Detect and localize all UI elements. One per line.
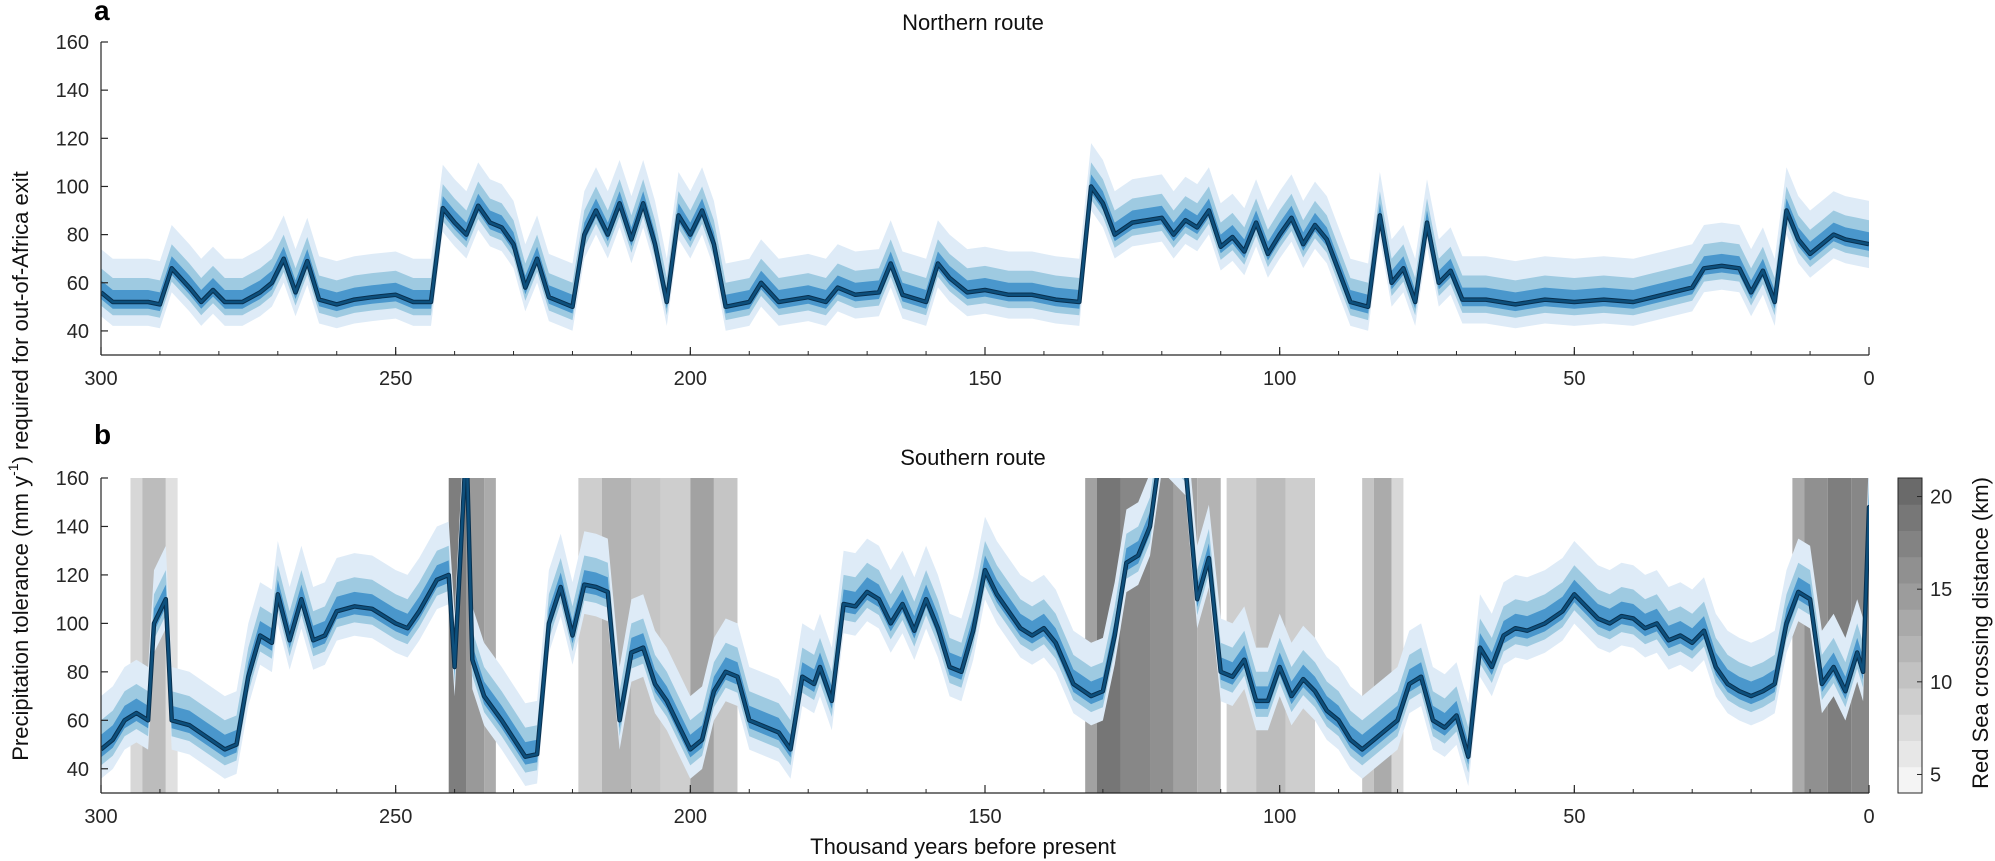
panel-b-title: Southern route — [900, 445, 1046, 470]
x-tick-label: 50 — [1563, 368, 1585, 390]
y-tick-label: 40 — [67, 759, 89, 781]
panel-a-northern-route: a Northern route 40 60 80 100 120 140 160 300 25… — [56, 0, 1875, 390]
y-tick-label: 60 — [67, 273, 89, 295]
red-sea-interval-21 — [1362, 478, 1374, 793]
colorbar-frame — [1897, 477, 1923, 794]
red-sea-interval-15 — [1150, 478, 1174, 793]
colorbar-segment — [1898, 766, 1922, 794]
x-tick-label: 250 — [379, 806, 412, 828]
y-tick-label: 140 — [56, 516, 89, 538]
x-tick-label: 0 — [1863, 806, 1874, 828]
panel-a-title: Northern route — [902, 10, 1044, 35]
x-tick-label: 200 — [674, 806, 707, 828]
x-tick-label: 0 — [1863, 368, 1874, 390]
panel-a-letter: a — [94, 0, 110, 26]
x-tick-label: 50 — [1563, 806, 1585, 828]
red-sea-interval-5 — [484, 478, 496, 793]
colorbar-segment — [1898, 635, 1922, 663]
colorbar-tick-label: 15 — [1930, 579, 1952, 601]
x-tick-label: 100 — [1263, 368, 1296, 390]
panel-a-plot-area — [101, 143, 1869, 331]
colorbar-segment — [1898, 661, 1922, 689]
red-sea-interval-0 — [130, 478, 143, 793]
x-tick-label: 100 — [1263, 806, 1296, 828]
colorbar-segment — [1898, 478, 1922, 505]
x-tick-label: 300 — [84, 368, 117, 390]
red-sea-interval-6 — [578, 478, 602, 793]
panel-b-plot-area — [101, 478, 1869, 786]
y-tick-label: 160 — [56, 468, 89, 490]
y-tick-label: 80 — [67, 225, 89, 247]
y-tick-label: 80 — [67, 662, 89, 684]
colorbar-segment — [1898, 740, 1922, 768]
x-tick-label: 150 — [968, 806, 1001, 828]
y-tick-label: 100 — [56, 613, 89, 635]
panel-b-letter: b — [94, 419, 111, 450]
colorbar-tick-label: 20 — [1930, 487, 1952, 509]
colorbar-tick-label: 10 — [1930, 672, 1952, 694]
y-tick-label: 60 — [67, 710, 89, 732]
colorbar-label: Red Sea crossing distance (km) — [1968, 477, 1993, 789]
band-inner — [101, 174, 1869, 314]
colorbar-segment — [1898, 556, 1922, 584]
x-tick-label: 150 — [968, 368, 1001, 390]
y-tick-label: 40 — [67, 321, 89, 343]
panel-a-axes: 40 60 80 100 120 140 160 300 250 200 150 100 50 0 — [56, 32, 1875, 390]
x-axis-label: Thousand years before present — [810, 834, 1116, 859]
y-tick-label: 120 — [56, 128, 89, 150]
red-sea-interval-23 — [1391, 478, 1404, 793]
colorbar-tick-label: 5 — [1930, 764, 1941, 786]
x-tick-label: 250 — [379, 368, 412, 390]
y-tick-label: 140 — [56, 80, 89, 102]
colorbar-ticks: 5 10 15 20 — [1917, 487, 1952, 786]
colorbar-segment — [1898, 714, 1922, 741]
red-sea-interval-24 — [1792, 478, 1805, 793]
colorbar-segment — [1898, 530, 1922, 558]
shared-y-axis-label: Precipitation tolerance (mm y-1) require… — [5, 171, 33, 761]
colorbar-segment — [1898, 504, 1922, 531]
colorbar-segment — [1898, 583, 1922, 610]
red-sea-interval-12 — [1085, 478, 1097, 793]
y-tick-label: 120 — [56, 565, 89, 587]
x-tick-label: 200 — [674, 368, 707, 390]
y-tick-label: 160 — [56, 32, 89, 54]
y-tick-label: 100 — [56, 176, 89, 198]
colorbar-body — [1897, 477, 1923, 794]
colorbar-segment — [1898, 609, 1922, 636]
median-line — [101, 185, 1869, 309]
colorbar-red-sea-distance: 5 10 15 20 Red Sea crossing distance (km) — [1897, 477, 1993, 794]
x-tick-label: 300 — [84, 806, 117, 828]
panel-b-southern-route: b Southern route 40 60 80 100 120 140 160 300 25… — [56, 419, 1875, 859]
colorbar-segment — [1898, 688, 1922, 715]
median-line — [101, 478, 1869, 758]
panel-b-axes: 40 60 80 100 120 140 160 300 250 200 150 100 50 0 — [56, 468, 1875, 828]
red-sea-interval-2 — [165, 478, 178, 793]
